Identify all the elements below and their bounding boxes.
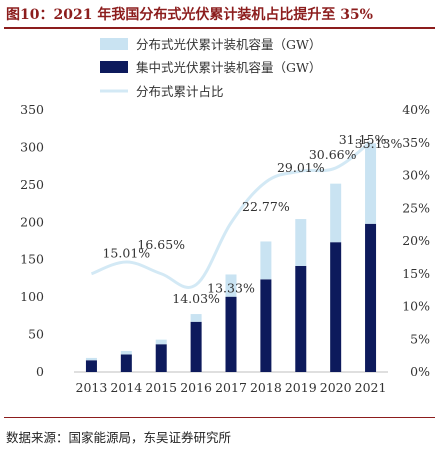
bar-centralized <box>156 344 167 372</box>
share-line <box>91 142 370 288</box>
data-label: 13.33% <box>207 281 255 296</box>
y2-tick-label: 10% <box>402 299 430 314</box>
y2-tick-label: 25% <box>402 200 430 215</box>
data-label: 29.01% <box>277 160 325 175</box>
legend-swatch-centralized <box>100 61 128 73</box>
bar-centralized <box>226 297 237 372</box>
y-tick-label: 250 <box>20 177 44 192</box>
source-divider <box>4 417 435 418</box>
y-tick-label: 100 <box>20 289 44 304</box>
y2-tick-label: 35% <box>402 135 430 150</box>
bar-centralized <box>191 322 202 372</box>
legend-label-share: 分布式累计占比 <box>136 84 224 99</box>
bar-distributed <box>365 143 376 223</box>
y2-tick-label: 15% <box>402 266 430 281</box>
y-tick-label: 0 <box>36 364 44 379</box>
x-tick-label: 2021 <box>355 380 387 395</box>
x-tick-label: 2015 <box>145 380 177 395</box>
y-tick-label: 300 <box>20 139 44 154</box>
bar-distributed <box>330 184 341 243</box>
y-tick-label: 200 <box>20 214 44 229</box>
y2-tick-label: 0% <box>410 364 430 379</box>
legend-swatch-distributed <box>100 38 128 50</box>
legend-label-distributed: 分布式光伏累计装机容量（GW） <box>136 37 321 52</box>
legend-label-centralized: 集中式光伏累计装机容量（GW） <box>136 60 321 75</box>
y2-tick-label: 20% <box>402 233 430 248</box>
data-label: 22.77% <box>242 199 290 214</box>
x-tick-label: 2014 <box>110 380 142 395</box>
data-source-note: 数据来源：国家能源局，东吴证券研究所 <box>6 427 231 446</box>
bar-distributed <box>86 358 97 360</box>
bar-centralized <box>330 242 341 372</box>
y2-tick-label: 30% <box>402 168 430 183</box>
y-tick-label: 350 <box>20 102 44 117</box>
y-tick-label: 50 <box>28 327 44 342</box>
y2-tick-label: 40% <box>402 102 430 117</box>
bar-centralized <box>260 279 271 372</box>
bar-distributed <box>191 314 202 322</box>
data-label: 16.65% <box>137 237 185 252</box>
bar-centralized <box>121 354 132 372</box>
x-tick-label: 2013 <box>76 380 108 395</box>
x-tick-label: 2018 <box>250 380 282 395</box>
x-tick-label: 2016 <box>180 380 212 395</box>
x-tick-label: 2020 <box>320 380 352 395</box>
x-tick-label: 2017 <box>215 380 247 395</box>
bar-distributed <box>156 340 167 345</box>
bar-distributed <box>295 219 306 266</box>
data-label: 35.13% <box>355 136 403 151</box>
bar-centralized <box>365 224 376 372</box>
bar-distributed <box>260 241 271 279</box>
bar-centralized <box>295 266 306 372</box>
x-tick-label: 2019 <box>285 380 317 395</box>
bar-centralized <box>86 360 97 372</box>
y-tick-label: 150 <box>20 252 44 267</box>
y2-tick-label: 5% <box>410 331 430 346</box>
bar-distributed <box>121 351 132 355</box>
data-label: 30.66% <box>309 147 357 162</box>
chart-area: 分布式光伏累计装机容量（GW） 集中式光伏累计装机容量（GW） 分布式累计占比 0 50… <box>0 0 439 418</box>
